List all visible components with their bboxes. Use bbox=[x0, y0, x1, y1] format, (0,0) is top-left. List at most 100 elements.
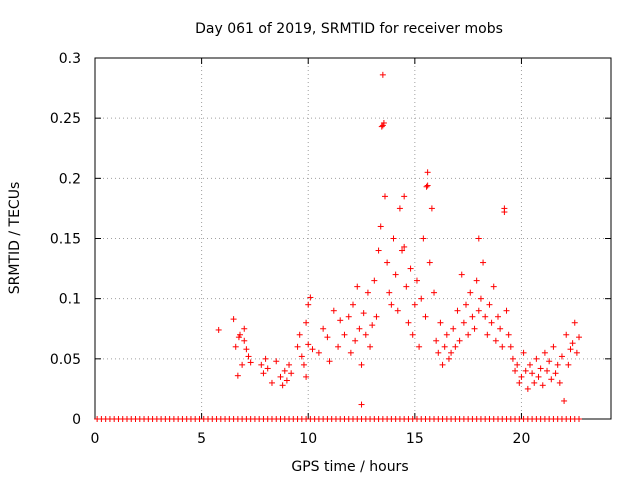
y-tick-label: 0.1 bbox=[59, 292, 81, 308]
data-point bbox=[508, 344, 514, 350]
data-point bbox=[348, 350, 354, 356]
data-point bbox=[258, 362, 264, 368]
data-point bbox=[437, 320, 443, 326]
data-point bbox=[288, 370, 294, 376]
data-point bbox=[570, 340, 576, 346]
data-point bbox=[540, 382, 546, 388]
data-point bbox=[431, 290, 437, 296]
data-point bbox=[565, 362, 571, 368]
data-point bbox=[476, 308, 482, 314]
data-point bbox=[576, 334, 582, 340]
data-point bbox=[373, 314, 379, 320]
data-point bbox=[472, 326, 478, 332]
data-point bbox=[484, 332, 490, 338]
data-point bbox=[388, 302, 394, 308]
data-point bbox=[516, 380, 522, 386]
scatter-chart: 0 5 10 15 20 00.050.10.150.20.250.3 Day 061 … bbox=[0, 0, 640, 480]
data-point bbox=[561, 398, 567, 404]
data-point bbox=[567, 346, 573, 352]
data-point bbox=[510, 356, 516, 362]
data-point bbox=[391, 236, 397, 242]
data-point bbox=[465, 332, 471, 338]
data-point bbox=[331, 308, 337, 314]
data-point bbox=[273, 358, 279, 364]
data-point bbox=[504, 308, 510, 314]
data-point bbox=[425, 169, 431, 175]
data-point bbox=[341, 332, 347, 338]
y-tick-label: 0.15 bbox=[50, 232, 81, 248]
data-point bbox=[444, 332, 450, 338]
data-point bbox=[542, 350, 548, 356]
data-point bbox=[478, 296, 484, 302]
data-point bbox=[393, 272, 399, 278]
data-point bbox=[246, 353, 252, 359]
data-point bbox=[418, 296, 424, 302]
data-point bbox=[457, 338, 463, 344]
data-point bbox=[280, 382, 286, 388]
data-point bbox=[531, 380, 537, 386]
data-point bbox=[489, 320, 495, 326]
data-point bbox=[371, 278, 377, 284]
x-tick-label: 15 bbox=[406, 431, 424, 447]
data-point bbox=[461, 320, 467, 326]
data-point bbox=[284, 377, 290, 383]
data-point bbox=[427, 260, 433, 266]
data-point bbox=[474, 278, 480, 284]
data-point bbox=[557, 380, 563, 386]
data-point bbox=[550, 344, 556, 350]
data-point bbox=[497, 326, 503, 332]
y-tick-label: 0.3 bbox=[59, 51, 81, 67]
data-point bbox=[459, 272, 465, 278]
y-tick-label: 0 bbox=[72, 412, 81, 428]
data-point bbox=[424, 184, 430, 190]
data-point bbox=[454, 308, 460, 314]
data-point bbox=[309, 346, 315, 352]
data-point bbox=[523, 368, 529, 374]
data-point bbox=[425, 183, 431, 189]
data-point bbox=[260, 370, 266, 376]
data-point bbox=[241, 338, 247, 344]
data-point bbox=[361, 310, 367, 316]
data-point bbox=[295, 344, 301, 350]
data-point bbox=[514, 362, 520, 368]
data-points bbox=[94, 72, 582, 422]
axis-ticks bbox=[95, 58, 611, 419]
data-point bbox=[555, 362, 561, 368]
data-point bbox=[324, 334, 330, 340]
data-point bbox=[369, 322, 375, 328]
data-point bbox=[476, 236, 482, 242]
data-point bbox=[420, 236, 426, 242]
data-point bbox=[303, 320, 309, 326]
data-point bbox=[384, 260, 390, 266]
data-point bbox=[448, 350, 454, 356]
data-point bbox=[359, 362, 365, 368]
data-point bbox=[282, 368, 288, 374]
data-point bbox=[536, 374, 542, 380]
data-point bbox=[350, 302, 356, 308]
data-point bbox=[501, 205, 507, 211]
data-point bbox=[486, 302, 492, 308]
plot-frame bbox=[95, 58, 611, 419]
data-point bbox=[305, 341, 311, 347]
grid bbox=[95, 58, 611, 419]
data-point bbox=[435, 350, 441, 356]
data-point bbox=[440, 362, 446, 368]
x-tick-label: 5 bbox=[197, 431, 206, 447]
y-tick-label: 0.05 bbox=[50, 352, 81, 368]
data-point bbox=[527, 362, 533, 368]
data-point bbox=[529, 370, 535, 376]
data-point bbox=[422, 314, 428, 320]
y-tick-labels: 00.050.10.150.20.250.3 bbox=[50, 51, 81, 428]
data-point bbox=[463, 302, 469, 308]
data-point bbox=[467, 290, 473, 296]
data-point bbox=[386, 290, 392, 296]
data-point bbox=[506, 332, 512, 338]
data-point bbox=[533, 356, 539, 362]
data-point bbox=[376, 248, 382, 254]
data-point bbox=[263, 356, 269, 362]
data-point bbox=[265, 365, 271, 371]
y-tick-label: 0.2 bbox=[59, 171, 81, 187]
data-point bbox=[320, 326, 326, 332]
data-point bbox=[495, 314, 501, 320]
data-point bbox=[297, 332, 303, 338]
